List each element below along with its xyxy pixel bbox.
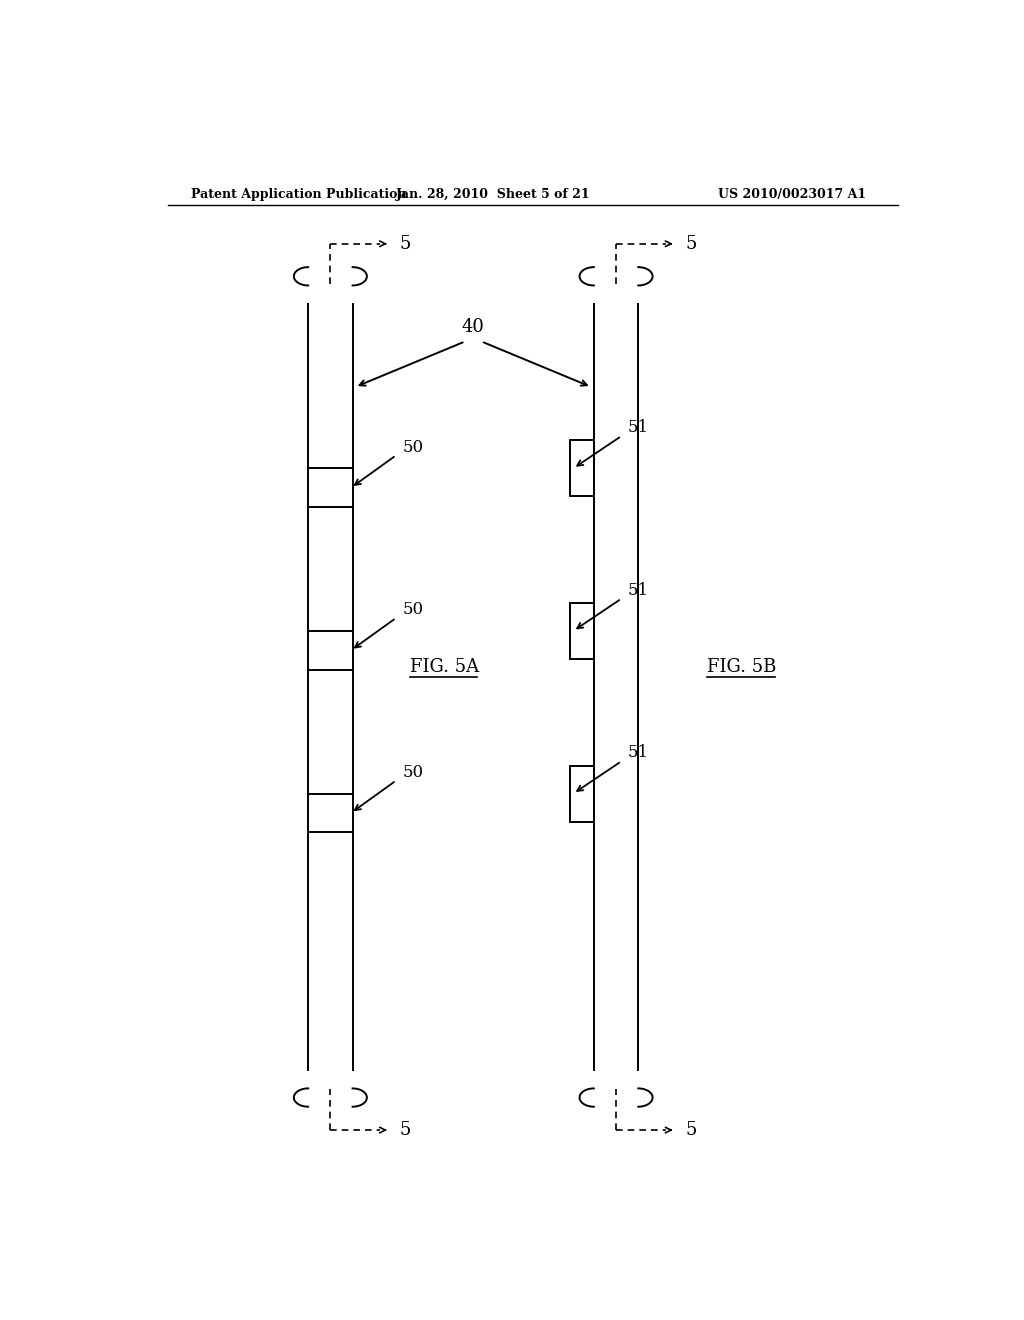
Text: 51: 51 [628,582,649,599]
Text: 51: 51 [628,420,649,436]
Text: Jan. 28, 2010  Sheet 5 of 21: Jan. 28, 2010 Sheet 5 of 21 [395,189,591,202]
Text: US 2010/0023017 A1: US 2010/0023017 A1 [718,189,866,202]
Text: 50: 50 [402,764,424,781]
Text: 5: 5 [685,235,696,252]
Text: 51: 51 [628,744,649,762]
Bar [570,603,594,659]
Text: 5: 5 [399,235,411,252]
Text: FIG. 5A: FIG. 5A [410,657,479,676]
Text: 5: 5 [399,1121,411,1139]
Text: 40: 40 [462,318,484,337]
Text: 50: 50 [402,601,424,618]
Text: FIG. 5B: FIG. 5B [708,657,776,676]
Text: 5: 5 [685,1121,696,1139]
Bar [570,766,594,821]
Text: 50: 50 [402,438,424,455]
Text: Patent Application Publication: Patent Application Publication [191,189,407,202]
Bar [570,441,594,496]
